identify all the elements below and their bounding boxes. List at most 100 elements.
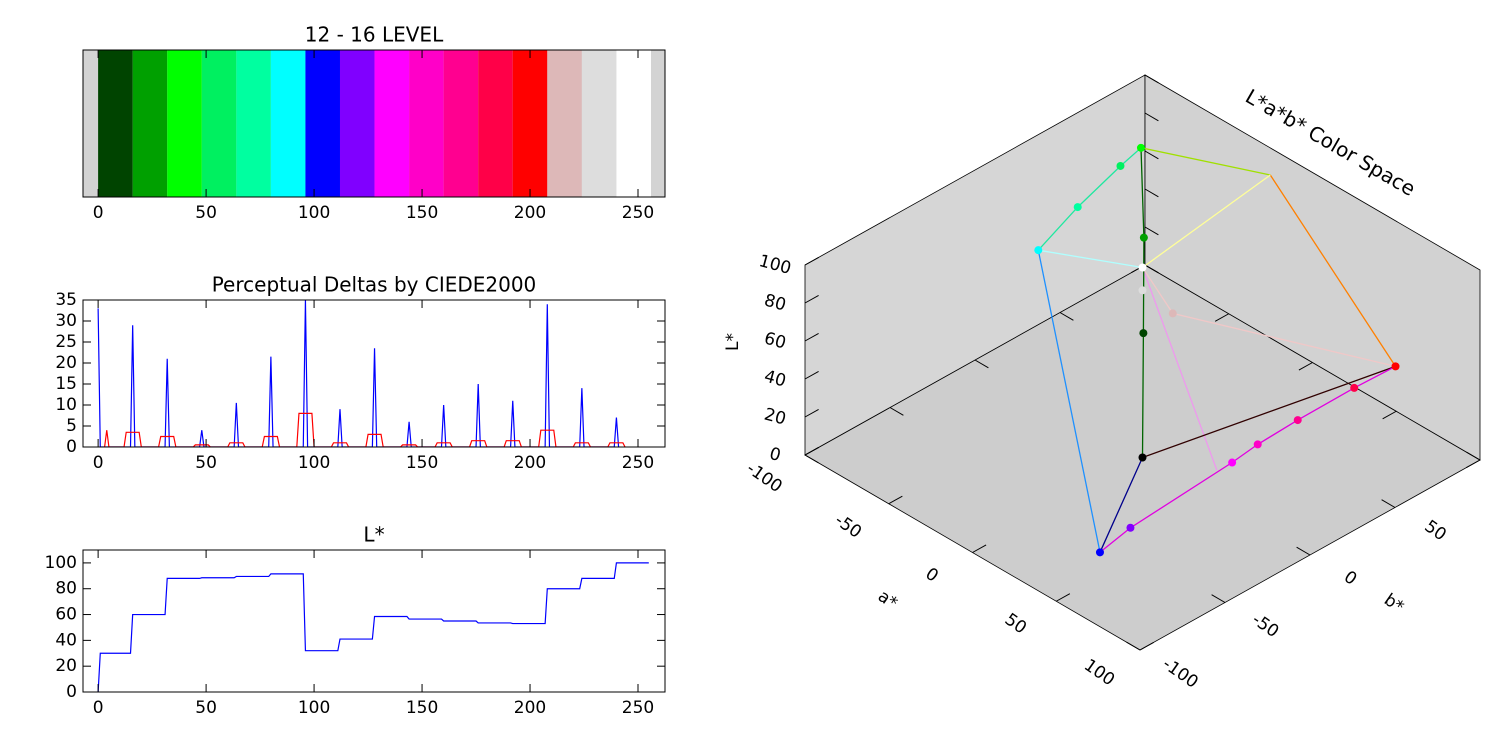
z-axis-label: L* — [723, 333, 743, 351]
color-band — [443, 50, 479, 197]
color-point — [1168, 309, 1177, 318]
color-band — [374, 50, 410, 197]
x-tick-label: -100 — [743, 459, 786, 498]
y-tick-label: 20 — [55, 656, 77, 676]
z-tick-label: 20 — [762, 405, 788, 430]
x-tick — [1056, 593, 1071, 602]
x-tick-label: 50 — [195, 698, 217, 718]
series-line — [97, 300, 620, 447]
gamut-line — [1038, 249, 1143, 269]
y-tick — [1381, 499, 1396, 508]
y-tick-label: 10 — [55, 395, 77, 415]
y-tick-label: 80 — [55, 579, 77, 599]
color-band — [236, 50, 271, 197]
y-tick-label: 100 — [45, 553, 77, 573]
color-point — [1138, 286, 1147, 295]
z-tick-label: 0 — [767, 444, 783, 466]
z-tick-label: 40 — [762, 367, 788, 392]
x-tick — [1214, 313, 1229, 322]
x-tick-label: 200 — [514, 453, 546, 473]
x-tick-label: 50 — [195, 203, 217, 223]
x-tick-label: 50 — [1001, 610, 1030, 639]
color-band — [409, 50, 444, 197]
color-band — [616, 50, 651, 197]
y-tick-label: -100 — [1159, 654, 1202, 693]
z-tick — [804, 446, 819, 456]
color-point — [1138, 453, 1147, 462]
z-tick — [804, 370, 819, 380]
z-tick — [1144, 264, 1159, 274]
color-point — [1116, 161, 1125, 170]
x-tick-label: 100 — [298, 453, 330, 473]
plot-frame — [82, 299, 666, 448]
z-tick — [804, 332, 819, 342]
x-tick-label: 150 — [406, 203, 438, 223]
z-tick — [804, 256, 819, 266]
x-tick-label: 50 — [195, 453, 217, 473]
y-tick-label: 30 — [55, 311, 77, 331]
x-axis-label: a* — [874, 586, 901, 613]
color-band — [339, 50, 375, 197]
y-tick — [889, 407, 904, 416]
z-tick — [1144, 188, 1159, 198]
chart-title: Perceptual Deltas by CIEDE2000 — [212, 273, 537, 297]
y-axis-label: b* — [1380, 590, 1407, 617]
y-tick-label: 50 — [1421, 517, 1450, 546]
series-line — [104, 412, 626, 447]
chart-title: 12 - 16 LEVEL — [305, 23, 444, 47]
color-band — [167, 50, 202, 197]
z-tick — [1144, 112, 1159, 122]
x-tick-label: 100 — [298, 698, 330, 718]
x-tick-label: 100 — [1080, 655, 1118, 690]
x-tick-label: -50 — [831, 510, 865, 542]
y-tick — [974, 359, 989, 369]
color-band — [132, 50, 168, 197]
y-tick-label: 15 — [55, 374, 77, 394]
gamut-line — [1142, 174, 1271, 269]
z-tick — [804, 294, 819, 304]
x-tick — [888, 495, 903, 505]
gamut-line — [1269, 174, 1397, 367]
color-point — [1228, 458, 1237, 467]
y-tick — [1296, 546, 1311, 556]
x-tick-label: 200 — [514, 698, 546, 718]
x-tick-label: 0 — [93, 203, 104, 223]
plot-frame — [82, 549, 666, 693]
y-tick-label: 0 — [1340, 567, 1360, 590]
x-tick — [1382, 410, 1397, 420]
z-tick-label: 60 — [762, 329, 788, 354]
x-tick-label: 250 — [622, 453, 654, 473]
color-band — [201, 50, 237, 197]
z-tick — [1144, 74, 1159, 84]
color-band — [305, 50, 340, 197]
y-tick-label: 20 — [55, 353, 77, 373]
color-band — [98, 50, 133, 197]
color-band — [547, 50, 582, 197]
gamut-line — [1037, 147, 1142, 251]
color-point — [1138, 263, 1147, 272]
z-tick — [1144, 226, 1159, 236]
color-band — [270, 50, 306, 197]
gamut-line — [1141, 267, 1218, 471]
y-tick-label: 0 — [66, 682, 77, 702]
y-tick — [1059, 312, 1074, 321]
color-point — [1253, 440, 1262, 449]
series-line — [97, 562, 649, 692]
y-tick-label: 40 — [55, 630, 77, 650]
x-tick-label: 0 — [93, 698, 104, 718]
color-band — [512, 50, 548, 197]
y-tick — [1211, 594, 1226, 603]
gamut-line — [1142, 365, 1396, 459]
color-point — [1126, 523, 1135, 532]
color-point — [1139, 233, 1148, 242]
color-point — [1073, 203, 1082, 212]
color-point — [1139, 329, 1148, 338]
gamut-line — [1037, 250, 1101, 553]
x-tick — [1298, 362, 1313, 371]
y-tick-label: 0 — [66, 437, 77, 457]
y-tick-label: 25 — [55, 332, 77, 352]
x-tick-label: 200 — [514, 203, 546, 223]
y-tick-label: 35 — [55, 290, 77, 310]
x-tick — [1139, 641, 1154, 651]
x-tick-label: 150 — [406, 453, 438, 473]
